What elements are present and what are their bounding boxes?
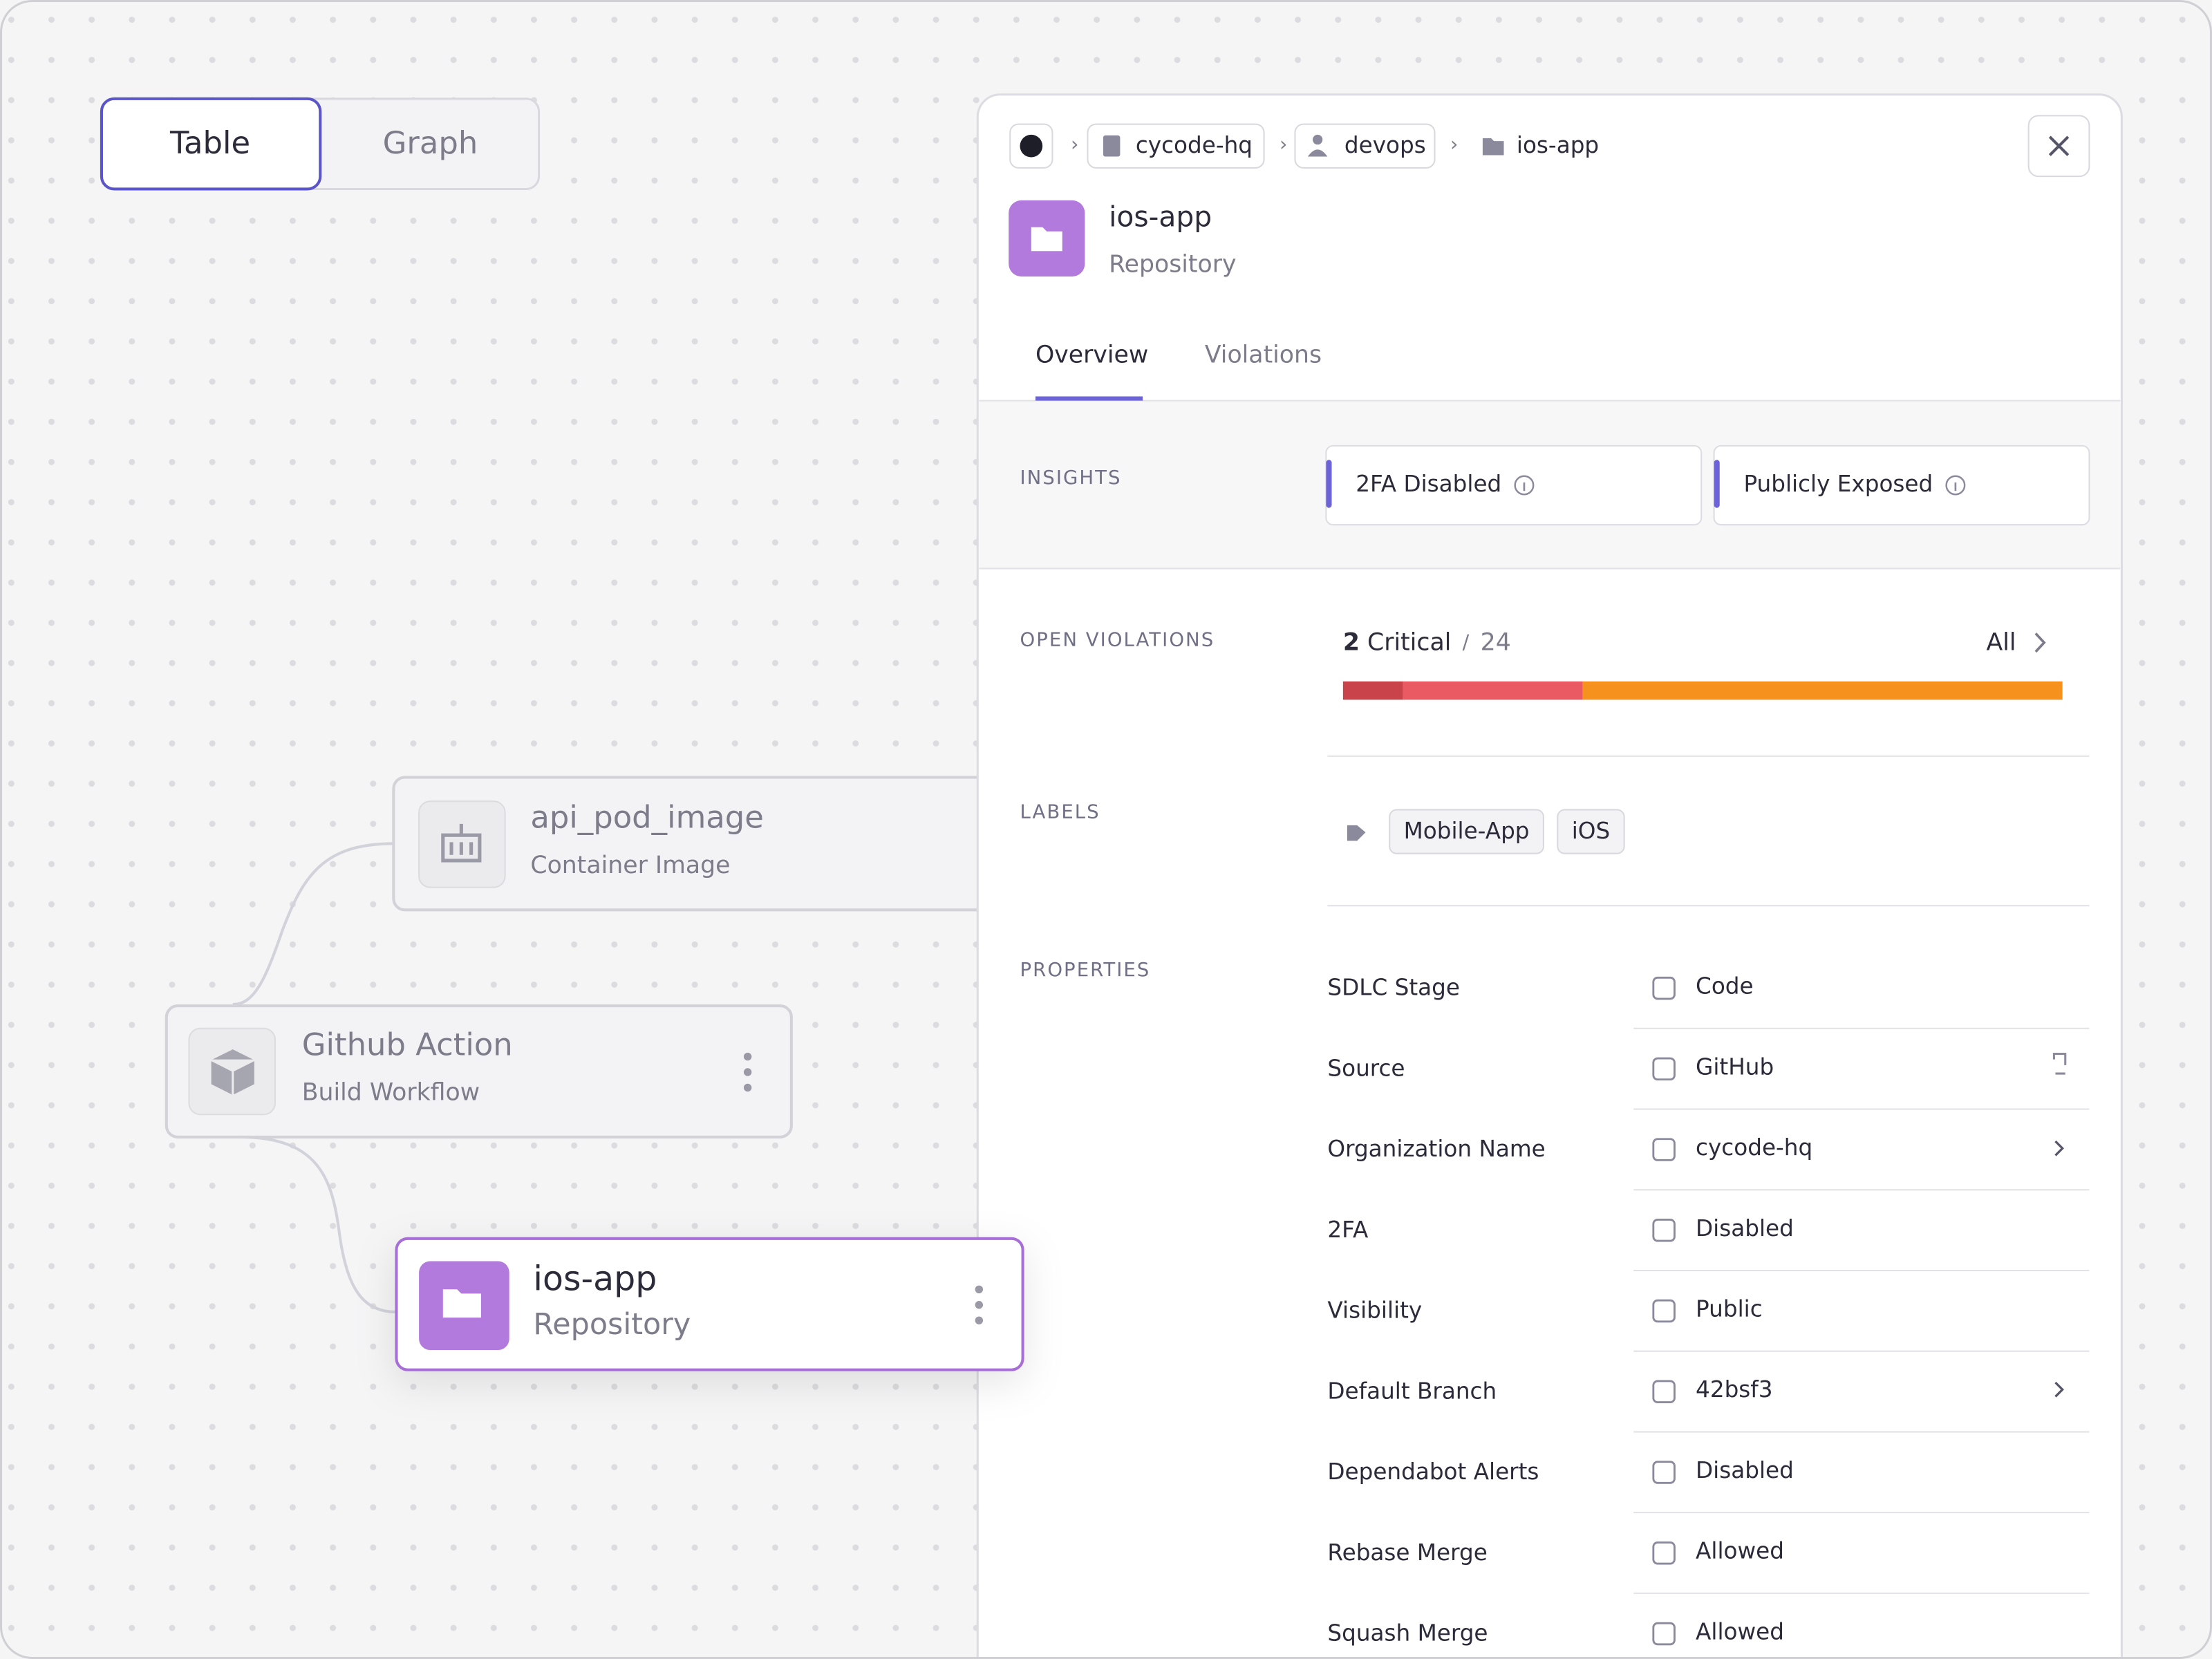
- insight-label: Publicly Exposed: [1743, 471, 1933, 497]
- property-value: Allowed: [1696, 1538, 1784, 1564]
- icon: [1103, 135, 1121, 157]
- property-value: Allowed: [1696, 1618, 1784, 1644]
- property-value: Public: [1696, 1296, 1763, 1322]
- node-label: Github Action: [302, 1026, 513, 1062]
- node-label: api_pod_image: [530, 799, 764, 836]
- property-label: SDLC Stage: [1327, 975, 1460, 1001]
- label-text: iOS: [1572, 818, 1610, 844]
- chevron: ›: [1280, 132, 1287, 156]
- insight-accent: [1714, 460, 1720, 508]
- kebab[interactable]: [975, 1285, 984, 1324]
- icon: [1031, 227, 1062, 252]
- property-icon: [1652, 1219, 1676, 1242]
- node[interactable]: [165, 1004, 793, 1138]
- property-icon: [1652, 1138, 1676, 1161]
- property-value: 42bsf3: [1696, 1376, 1773, 1403]
- external-link[interactable]: [2052, 1052, 2067, 1075]
- property-value: Disabled: [1696, 1457, 1794, 1483]
- insight-accent: [1326, 460, 1332, 508]
- node-sublabel: Container Image: [530, 852, 730, 879]
- violation-segment: [1582, 681, 2063, 700]
- toggle-label[interactable]: Graph: [383, 124, 478, 161]
- violation-segment: [1342, 681, 1403, 700]
- property-label: Dependabot Alerts: [1327, 1459, 1539, 1485]
- chevron[interactable]: [2054, 1140, 2064, 1156]
- chevron[interactable]: [2054, 1381, 2064, 1398]
- node-selected[interactable]: [395, 1237, 1024, 1371]
- panel-subtitle: Repository: [1109, 251, 1236, 279]
- info-icon: [1514, 475, 1535, 496]
- property-value: GitHub: [1696, 1053, 1774, 1080]
- property-icon: [1652, 976, 1676, 1000]
- violations-total: 24: [1481, 629, 1511, 657]
- node-sublabel: Repository: [533, 1307, 691, 1342]
- property-icon: [1652, 1622, 1676, 1646]
- chevron: [2034, 632, 2046, 653]
- edge: [239, 1135, 397, 1313]
- all-link[interactable]: All: [1986, 629, 2016, 657]
- section-heading: INSIGHTS: [1020, 467, 1122, 489]
- side-panel: [976, 93, 2123, 1658]
- icon: [1482, 138, 1504, 156]
- tab[interactable]: Overview: [1035, 341, 1148, 368]
- violation-segment: [1403, 681, 1583, 700]
- critical-count: 2: [1343, 629, 1360, 657]
- property-label: Default Branch: [1327, 1378, 1497, 1404]
- critical-label: Critical: [1367, 629, 1451, 657]
- icon: [442, 1289, 481, 1318]
- breadcrumb-item[interactable]: cycode-hq: [1136, 132, 1253, 158]
- label-chip: [1389, 809, 1544, 854]
- kebab[interactable]: [743, 1052, 752, 1092]
- property-label: Organization Name: [1327, 1136, 1545, 1162]
- toggle-table[interactable]: [100, 97, 322, 191]
- section-heading: LABELS: [1020, 801, 1100, 823]
- chevron: ›: [1450, 132, 1458, 156]
- property-value: cycode-hq: [1696, 1134, 1812, 1161]
- section-heading: PROPERTIES: [1020, 959, 1151, 981]
- node-label: ios-app: [533, 1259, 657, 1299]
- node-sublabel: Build Workflow: [302, 1079, 480, 1107]
- tab[interactable]: Violations: [1205, 341, 1322, 368]
- property-label: Squash Merge: [1327, 1620, 1488, 1646]
- property-icon: [1652, 1380, 1676, 1403]
- breadcrumb-chip[interactable]: [1294, 123, 1436, 169]
- tab-indicator: [1035, 396, 1143, 401]
- property-icon: [1652, 1299, 1676, 1323]
- panel-title: ios-app: [1109, 200, 1212, 233]
- property-icon: [1652, 1461, 1676, 1484]
- section-heading: OPEN VIOLATIONS: [1020, 629, 1215, 651]
- icon: [1020, 134, 1043, 158]
- property-value: Code: [1696, 973, 1754, 1000]
- toggle-label[interactable]: Table: [169, 124, 250, 161]
- label-text: Mobile-App: [1404, 818, 1530, 844]
- property-label: Rebase Merge: [1327, 1539, 1487, 1566]
- property-icon: [1652, 1541, 1676, 1565]
- icon: [441, 823, 482, 863]
- breadcrumb-chip[interactable]: [1087, 123, 1265, 169]
- icon: [2048, 135, 2070, 156]
- icon: [1312, 134, 1323, 145]
- icon: [1307, 149, 1328, 157]
- property-value: Disabled: [1696, 1215, 1794, 1241]
- icon: [209, 1047, 256, 1098]
- chevron: ›: [1071, 132, 1078, 156]
- label-chip: [1557, 809, 1625, 854]
- property-icon: [1652, 1057, 1676, 1081]
- violations-summary: 2 Critical ∕ 24: [1343, 629, 1511, 657]
- breadcrumb-item[interactable]: devops: [1344, 132, 1426, 158]
- info-icon: [1945, 475, 1966, 496]
- edge: [232, 842, 394, 1006]
- property-label: Visibility: [1327, 1297, 1422, 1324]
- breadcrumb-item: ios-app: [1517, 132, 1599, 158]
- insight-label: 2FA Disabled: [1356, 471, 1501, 497]
- property-label: 2FA: [1327, 1217, 1369, 1243]
- property-label: Source: [1327, 1055, 1405, 1081]
